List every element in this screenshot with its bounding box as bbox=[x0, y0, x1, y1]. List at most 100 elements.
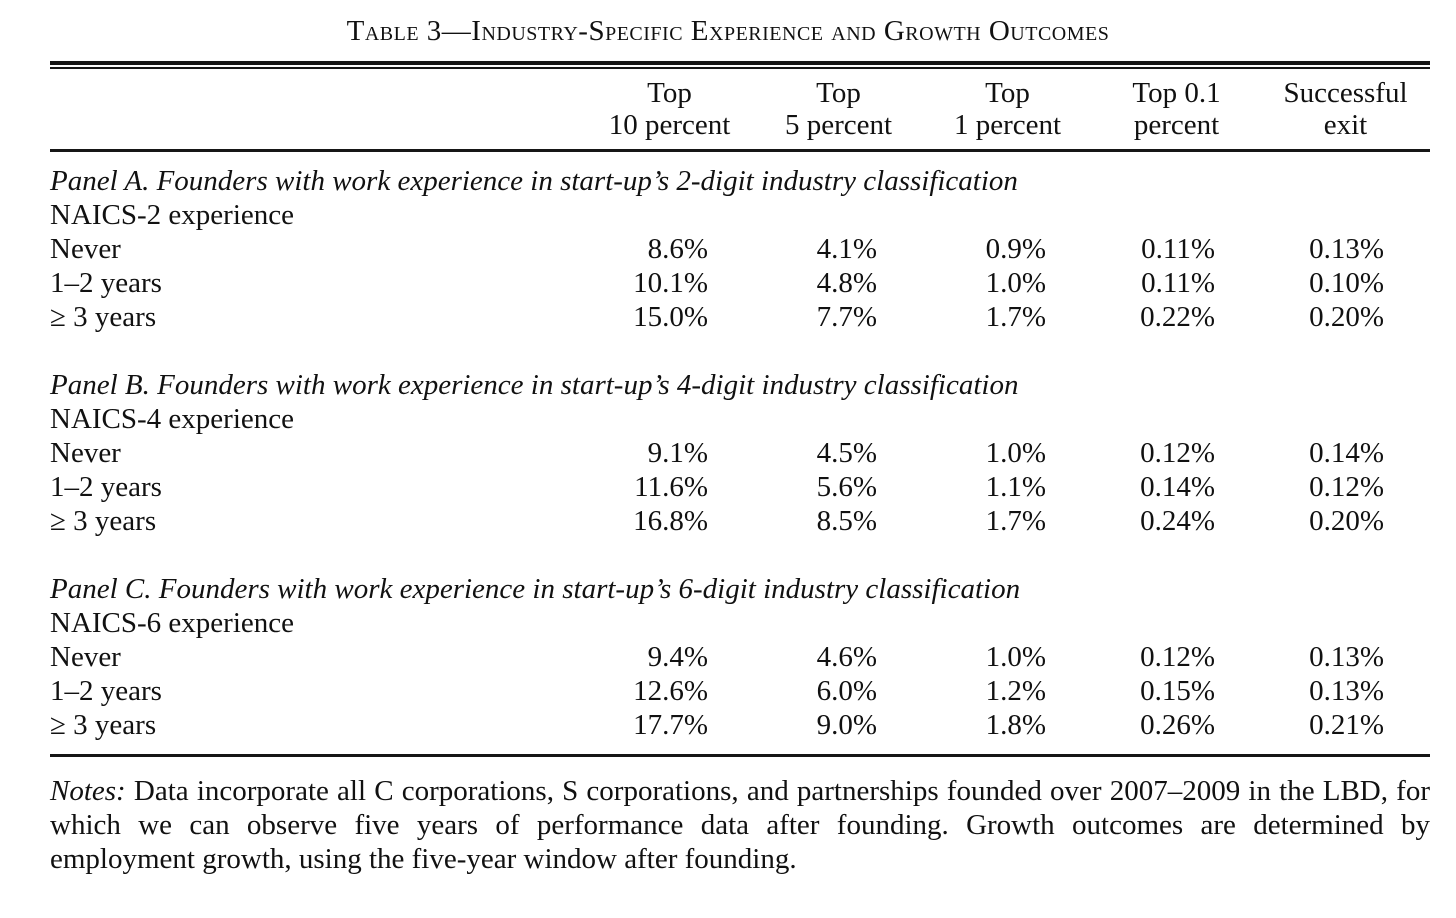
cell-value: 0.24% bbox=[1140, 505, 1215, 537]
cell-value: 4.5% bbox=[816, 437, 877, 469]
cell-value: 4.1% bbox=[816, 233, 877, 265]
column-header-line: Top bbox=[985, 77, 1030, 109]
top-double-rule bbox=[50, 61, 1430, 69]
cell-value: 12.6% bbox=[633, 675, 708, 707]
panel-heading: Panel B. Founders with work experience i… bbox=[50, 369, 1019, 401]
column-header-top1: Top 1 percent bbox=[923, 69, 1092, 152]
cell-value: 0.12% bbox=[1140, 437, 1215, 469]
cell-value: 0.11% bbox=[1141, 233, 1215, 265]
cell-value: 11.6% bbox=[634, 471, 708, 503]
cell-value: 4.8% bbox=[816, 267, 877, 299]
table-row: Never 9.4% 4.6% 1.0% 0.12% 0.13% bbox=[50, 640, 1430, 674]
cell-value: 10.1% bbox=[633, 267, 708, 299]
cell-value: 0.22% bbox=[1140, 301, 1215, 333]
cell-value: 4.6% bbox=[816, 641, 877, 673]
column-header-line: 5 percent bbox=[784, 109, 893, 141]
row-label: 1–2 years bbox=[50, 675, 162, 707]
panel-a-heading-row: Panel A. Founders with work experience i… bbox=[50, 151, 1430, 199]
cell-value: 16.8% bbox=[633, 505, 708, 537]
column-header-successful-exit: Successful exit bbox=[1261, 69, 1430, 152]
cell-value: 17.7% bbox=[633, 709, 708, 741]
table-row: ≥ 3 years 15.0% 7.7% 1.7% 0.22% 0.20% bbox=[50, 300, 1430, 334]
header-row: Top 10 percent Top 5 percent Top 1 perce… bbox=[50, 69, 1430, 152]
cell-value: 0.26% bbox=[1140, 709, 1215, 741]
notes: Notes: Data incorporate all C corporatio… bbox=[50, 774, 1430, 876]
panel-spacer bbox=[50, 538, 1430, 560]
table-row: 1–2 years 10.1% 4.8% 1.0% 0.11% 0.10% bbox=[50, 266, 1430, 300]
cell-value: 1.0% bbox=[985, 267, 1046, 299]
cell-value: 8.5% bbox=[816, 505, 877, 537]
column-header-line: exit bbox=[1323, 109, 1368, 141]
panel-b-heading-row: Panel B. Founders with work experience i… bbox=[50, 356, 1430, 402]
cell-value: 9.1% bbox=[647, 437, 708, 469]
cell-value: 0.13% bbox=[1309, 641, 1384, 673]
panel-subheading: NAICS-4 experience bbox=[50, 403, 294, 435]
table-title: Table 3—Industry-Specific Experience and… bbox=[346, 15, 1110, 47]
row-label: Never bbox=[50, 233, 121, 265]
cell-value: 0.20% bbox=[1309, 301, 1384, 333]
panel-heading: Panel A. Founders with work experience i… bbox=[50, 165, 1018, 197]
row-label: Never bbox=[50, 641, 121, 673]
column-header-top10: Top 10 percent bbox=[585, 69, 754, 152]
column-header-line: 10 percent bbox=[608, 109, 731, 141]
column-header-top01: Top 0.1 percent bbox=[1092, 69, 1261, 152]
cell-value: 0.13% bbox=[1309, 675, 1384, 707]
column-header-line: Successful bbox=[1283, 77, 1408, 109]
row-label: 1–2 years bbox=[50, 267, 162, 299]
cell-value: 1.0% bbox=[985, 437, 1046, 469]
cell-value: 9.0% bbox=[816, 709, 877, 741]
column-header-line: 1 percent bbox=[953, 109, 1062, 141]
cell-value: 5.6% bbox=[816, 471, 877, 503]
column-header-line: Top 0.1 bbox=[1132, 77, 1221, 109]
cell-value: 0.20% bbox=[1309, 505, 1384, 537]
table-row: 1–2 years 12.6% 6.0% 1.2% 0.15% 0.13% bbox=[50, 674, 1430, 708]
cell-value: 0.11% bbox=[1141, 267, 1215, 299]
table-row: ≥ 3 years 16.8% 8.5% 1.7% 0.24% 0.20% bbox=[50, 504, 1430, 538]
outcomes-table: Top 10 percent Top 5 percent Top 1 perce… bbox=[50, 69, 1430, 742]
panel-b-subheading-row: NAICS-4 experience bbox=[50, 402, 1430, 436]
cell-value: 1.7% bbox=[985, 505, 1046, 537]
stub-header bbox=[50, 69, 585, 152]
panel-a-subheading-row: NAICS-2 experience bbox=[50, 198, 1430, 232]
column-header-line: percent bbox=[1133, 109, 1220, 141]
panel-c-subheading-row: NAICS-6 experience bbox=[50, 606, 1430, 640]
column-header-line: Top bbox=[647, 77, 692, 109]
cell-value: 0.21% bbox=[1309, 709, 1384, 741]
notes-label: Notes: bbox=[50, 775, 126, 807]
panel-subheading: NAICS-6 experience bbox=[50, 607, 294, 639]
cell-value: 1.8% bbox=[985, 709, 1046, 741]
cell-value: 0.9% bbox=[985, 233, 1046, 265]
cell-value: 6.0% bbox=[816, 675, 877, 707]
cell-value: 1.1% bbox=[985, 471, 1046, 503]
row-label: ≥ 3 years bbox=[50, 505, 157, 537]
row-label: Never bbox=[50, 437, 121, 469]
table-row: Never 9.1% 4.5% 1.0% 0.12% 0.14% bbox=[50, 436, 1430, 470]
cell-value: 0.15% bbox=[1140, 675, 1215, 707]
cell-value: 0.10% bbox=[1309, 267, 1384, 299]
cell-value: 9.4% bbox=[647, 641, 708, 673]
cell-value: 1.7% bbox=[985, 301, 1046, 333]
panel-subheading: NAICS-2 experience bbox=[50, 199, 294, 231]
panel-c-heading-row: Panel C. Founders with work experience i… bbox=[50, 560, 1430, 606]
table-area: Top 10 percent Top 5 percent Top 1 perce… bbox=[50, 61, 1430, 876]
table-row: 1–2 years 11.6% 5.6% 1.1% 0.14% 0.12% bbox=[50, 470, 1430, 504]
cell-value: 7.7% bbox=[816, 301, 877, 333]
cell-value: 0.14% bbox=[1309, 437, 1384, 469]
panel-spacer bbox=[50, 334, 1430, 356]
cell-value: 0.12% bbox=[1309, 471, 1384, 503]
bottom-rule bbox=[50, 754, 1430, 757]
table-row: Never 8.6% 4.1% 0.9% 0.11% 0.13% bbox=[50, 232, 1430, 266]
cell-value: 0.12% bbox=[1140, 641, 1215, 673]
cell-value: 8.6% bbox=[647, 233, 708, 265]
cell-value: 0.13% bbox=[1309, 233, 1384, 265]
row-label: 1–2 years bbox=[50, 471, 162, 503]
column-header-line: Top bbox=[816, 77, 861, 109]
panel-heading: Panel C. Founders with work experience i… bbox=[50, 573, 1021, 605]
column-header-top5: Top 5 percent bbox=[754, 69, 923, 152]
notes-text: Data incorporate all C corporations, S c… bbox=[50, 775, 1430, 875]
cell-value: 0.14% bbox=[1140, 471, 1215, 503]
cell-value: 1.2% bbox=[985, 675, 1046, 707]
row-label: ≥ 3 years bbox=[50, 709, 157, 741]
row-label: ≥ 3 years bbox=[50, 301, 157, 333]
